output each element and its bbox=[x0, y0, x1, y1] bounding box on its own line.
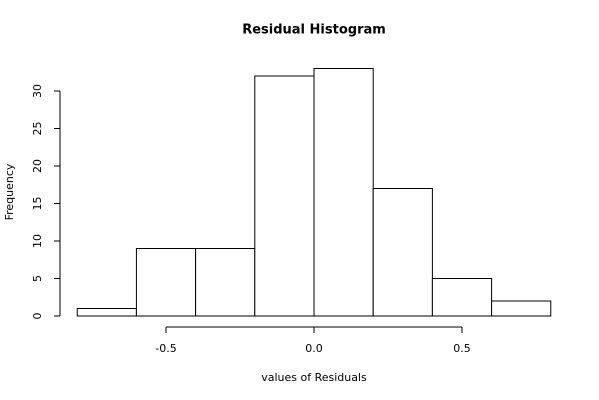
x-tick-label: -0.5 bbox=[155, 342, 176, 355]
y-tick-label: 0 bbox=[31, 313, 44, 320]
bar bbox=[313, 68, 374, 317]
x-tick-label: 0.0 bbox=[305, 342, 323, 355]
y-tick-label: 5 bbox=[31, 275, 44, 282]
y-tick-label: 15 bbox=[31, 197, 44, 211]
bar bbox=[491, 300, 552, 317]
y-tick-label: 30 bbox=[31, 84, 44, 98]
x-axis-label: values of Residuals bbox=[261, 371, 367, 384]
y-tick-label: 20 bbox=[31, 159, 44, 173]
bar bbox=[195, 248, 256, 317]
bar bbox=[76, 308, 137, 317]
chart-title: Residual Histogram bbox=[242, 23, 386, 38]
bar bbox=[431, 278, 493, 317]
y-axis-label: Frequency bbox=[3, 163, 16, 220]
x-tick-label: 0.5 bbox=[453, 342, 471, 355]
bar bbox=[254, 75, 315, 317]
y-tick-label: 25 bbox=[31, 122, 44, 136]
bar bbox=[135, 248, 197, 317]
y-tick-label: 10 bbox=[31, 234, 44, 248]
bar bbox=[372, 188, 433, 317]
